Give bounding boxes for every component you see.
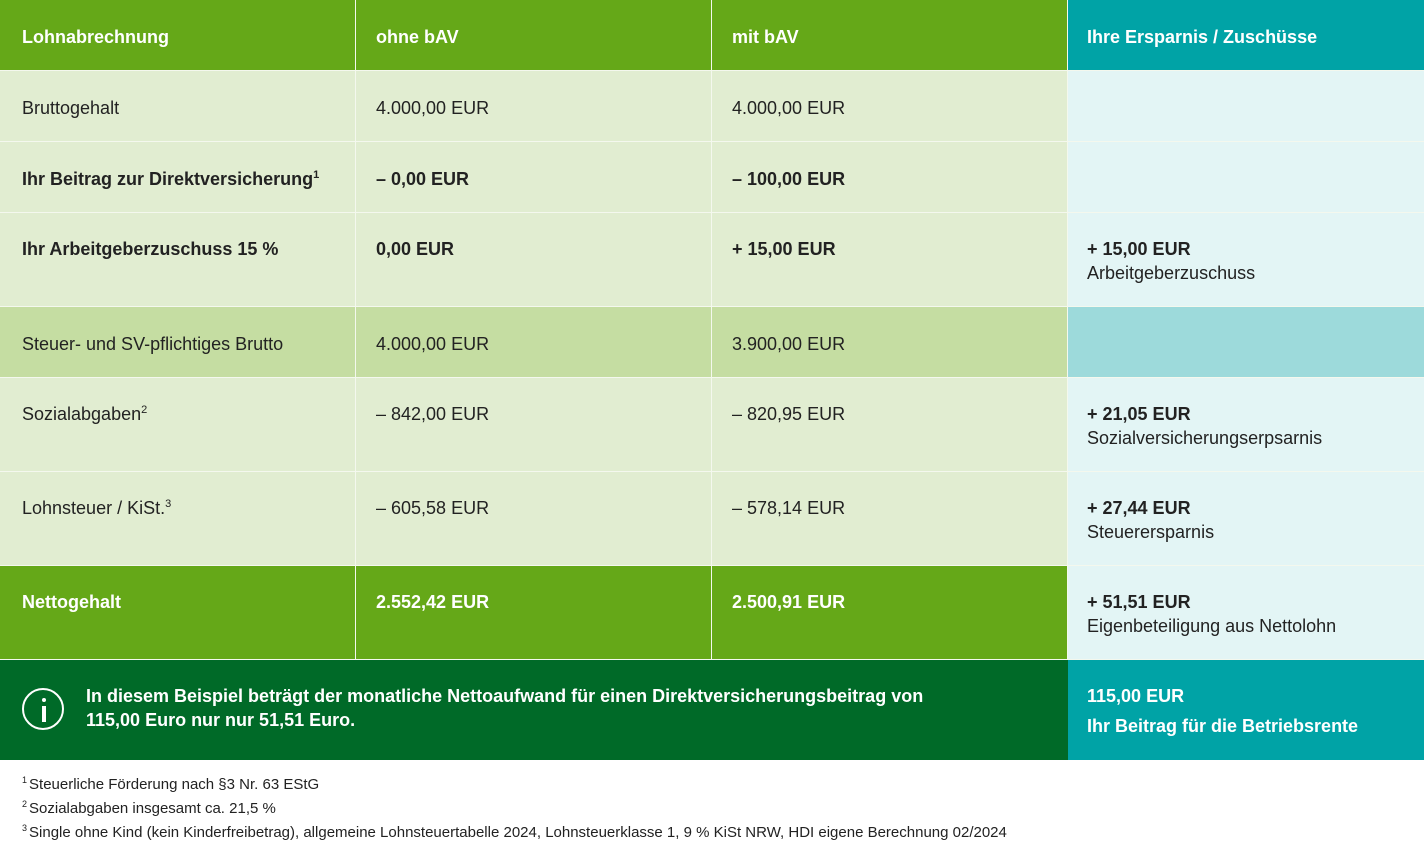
cell-ersparnis xyxy=(1068,142,1424,213)
header-label: Lohnabrechnung xyxy=(22,27,169,47)
footnote: 2 Sozialabgaben insgesamt ca. 21,5 % xyxy=(22,797,1007,821)
header-label: Ihre Ersparnis / Zuschüsse xyxy=(1087,27,1318,47)
value: 2.500,91 EUR xyxy=(732,592,846,612)
header-label: ohne bAV xyxy=(376,27,459,47)
row-label: Steuer- und SV-pflichtiges Brutto xyxy=(22,334,284,354)
summary-info: In diesem Beispiel beträgt der monatlich… xyxy=(0,660,1068,760)
row-label: Bruttogehalt xyxy=(22,98,120,118)
value: 4.000,00 EUR xyxy=(376,334,490,354)
value: – 0,00 EUR xyxy=(376,169,470,189)
cell-ohne-bav: – 0,00 EUR xyxy=(356,142,712,213)
row-label: Ihr Beitrag zur Direktversicherung xyxy=(22,169,314,189)
value: 3.900,00 EUR xyxy=(732,334,846,354)
row-label: Sozialabgaben xyxy=(22,404,142,424)
row-label-bruttogehalt: Bruttogehalt xyxy=(0,71,356,142)
cell-mit-bav: 4.000,00 EUR xyxy=(712,71,1068,142)
cell-ohne-bav: 4.000,00 EUR xyxy=(356,307,712,378)
cell-ersparnis: + 15,00 EUR Arbeitgeberzuschuss xyxy=(1068,213,1424,307)
summary-amount-value: 115,00 EUR xyxy=(1087,686,1185,706)
header-label: mit bAV xyxy=(732,27,799,47)
row-label-nettogehalt: Nettogehalt xyxy=(0,566,356,660)
value: 0,00 EUR xyxy=(376,239,455,259)
saving-label: Sozialversicherungserpsarnis xyxy=(1087,428,1323,448)
cell-ohne-bav: – 842,00 EUR xyxy=(356,378,712,472)
header-cell-lohnabrechnung: Lohnabrechnung xyxy=(0,0,356,71)
cell-mit-bav: – 100,00 EUR xyxy=(712,142,1068,213)
cell-ohne-bav: – 605,58 EUR xyxy=(356,472,712,566)
summary-text-line2: 115,00 Euro nur nur 51,51 Euro. xyxy=(86,710,356,730)
cell-ersparnis: + 21,05 EUR Sozialversicherungserpsarnis xyxy=(1068,378,1424,472)
footnote-ref: 2 xyxy=(141,404,148,416)
cell-ersparnis xyxy=(1068,71,1424,142)
info-icon xyxy=(22,688,64,730)
saving-value: + 51,51 EUR xyxy=(1087,592,1191,612)
footnote-number: 3 xyxy=(22,823,28,833)
cell-mit-bav: 3.900,00 EUR xyxy=(712,307,1068,378)
cell-ohne-bav: 2.552,42 EUR xyxy=(356,566,712,660)
row-label-sozialabgaben: Sozialabgaben2 xyxy=(0,378,356,472)
footnote-text: Sozialabgaben insgesamt ca. 21,5 % xyxy=(29,800,276,817)
cell-mit-bav: – 820,95 EUR xyxy=(712,378,1068,472)
summary-amount-label: Ihr Beitrag für die Betriebsrente xyxy=(1087,716,1359,736)
saving-label: Eigenbeteiligung aus Nettolohn xyxy=(1087,616,1337,636)
cell-ohne-bav: 4.000,00 EUR xyxy=(356,71,712,142)
footnotes: 1 Steuerliche Förderung nach §3 Nr. 63 ES… xyxy=(22,773,1007,845)
footnote-number: 2 xyxy=(22,799,28,809)
header-cell-ohne-bav: ohne bAV xyxy=(356,0,712,71)
summary-bar: In diesem Beispiel beträgt der monatlich… xyxy=(0,660,1424,760)
value: – 100,00 EUR xyxy=(732,169,846,189)
saving-value: + 15,00 EUR xyxy=(1087,239,1191,259)
cell-ersparnis: + 51,51 EUR Eigenbeteiligung aus Nettoloh… xyxy=(1068,566,1424,660)
cell-mit-bav: + 15,00 EUR xyxy=(712,213,1068,307)
value: – 842,00 EUR xyxy=(376,404,490,424)
payroll-table: Lohnabrechnung ohne bAV mit bAV Ihre Ers… xyxy=(0,0,1424,660)
value: 4.000,00 EUR xyxy=(376,98,490,118)
footnote-text: Steuerliche Förderung nach §3 Nr. 63 ESt… xyxy=(29,776,320,793)
summary-amount: 115,00 EUR Ihr Beitrag für die Betriebsr… xyxy=(1068,660,1424,760)
row-label-lohnsteuer: Lohnsteuer / KiSt.3 xyxy=(0,472,356,566)
value: + 15,00 EUR xyxy=(732,239,836,259)
value: 4.000,00 EUR xyxy=(732,98,846,118)
row-label-arbeitgeberzuschuss: Ihr Arbeitgeberzuschuss 15 % xyxy=(0,213,356,307)
footnote: 3 Single ohne Kind (kein Kinderfreibetrag… xyxy=(22,821,1007,845)
cell-ersparnis: + 27,44 EUR Steuerersparnis xyxy=(1068,472,1424,566)
footnote: 1 Steuerliche Förderung nach §3 Nr. 63 ES… xyxy=(22,773,1007,797)
cell-ohne-bav: 0,00 EUR xyxy=(356,213,712,307)
saving-label: Steuerersparnis xyxy=(1087,522,1215,542)
cell-mit-bav: 2.500,91 EUR xyxy=(712,566,1068,660)
saving-label: Arbeitgeberzuschuss xyxy=(1087,263,1256,283)
cell-ersparnis xyxy=(1068,307,1424,378)
row-label: Lohnsteuer / KiSt. xyxy=(22,498,166,518)
value: – 605,58 EUR xyxy=(376,498,490,518)
row-label: Ihr Arbeitgeberzuschuss 15 % xyxy=(22,239,279,259)
value: – 820,95 EUR xyxy=(732,404,846,424)
footnote-number: 1 xyxy=(22,775,28,785)
header-cell-ersparnis: Ihre Ersparnis / Zuschüsse xyxy=(1068,0,1424,71)
footnote-text: Single ohne Kind (kein Kinderfreibetrag)… xyxy=(29,824,1007,841)
value: – 578,14 EUR xyxy=(732,498,846,518)
saving-value: + 21,05 EUR xyxy=(1087,404,1191,424)
cell-mit-bav: – 578,14 EUR xyxy=(712,472,1068,566)
footnote-ref: 3 xyxy=(165,498,172,510)
summary-text-line1: In diesem Beispiel beträgt der monatlich… xyxy=(86,686,924,706)
row-label-sv-brutto: Steuer- und SV-pflichtiges Brutto xyxy=(0,307,356,378)
saving-value: + 27,44 EUR xyxy=(1087,498,1191,518)
row-label-direktversicherung: Ihr Beitrag zur Direktversicherung1 xyxy=(0,142,356,213)
row-label: Nettogehalt xyxy=(22,592,121,612)
footnote-ref: 1 xyxy=(313,169,320,181)
value: 2.552,42 EUR xyxy=(376,592,490,612)
header-cell-mit-bav: mit bAV xyxy=(712,0,1068,71)
